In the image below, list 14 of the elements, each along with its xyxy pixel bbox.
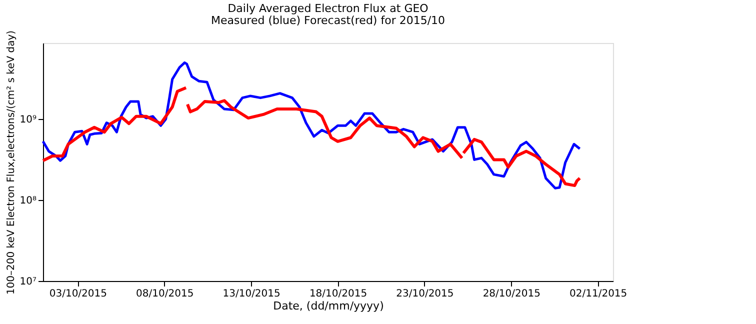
- x-tick-label: 03/10/2015: [49, 288, 107, 300]
- x-tick-label: 02/11/2015: [570, 288, 628, 300]
- y-tick-label: 10⁸: [20, 196, 36, 207]
- y-tick-label: 10⁷: [20, 276, 36, 288]
- x-tick-label: 13/10/2015: [222, 288, 280, 300]
- x-tick-label: 28/10/2015: [482, 288, 540, 300]
- y-axis-title: 100–200 keV Electron Flux,electrons/(cm² s keV day): [6, 30, 17, 295]
- x-tick-label: 08/10/2015: [136, 288, 194, 300]
- y-tick-label: 10⁹: [20, 114, 36, 126]
- x-tick-label: 23/10/2015: [396, 288, 454, 300]
- chart-subtitle: Measured (blue) Forecast(red) for 2015/10: [210, 14, 446, 27]
- x-tick-label: 18/10/2015: [309, 288, 368, 300]
- chart-title: Daily Averaged Electron Flux at GEO: [228, 2, 429, 15]
- x-axis-title: Date, (dd/mm/yyyy): [273, 300, 384, 312]
